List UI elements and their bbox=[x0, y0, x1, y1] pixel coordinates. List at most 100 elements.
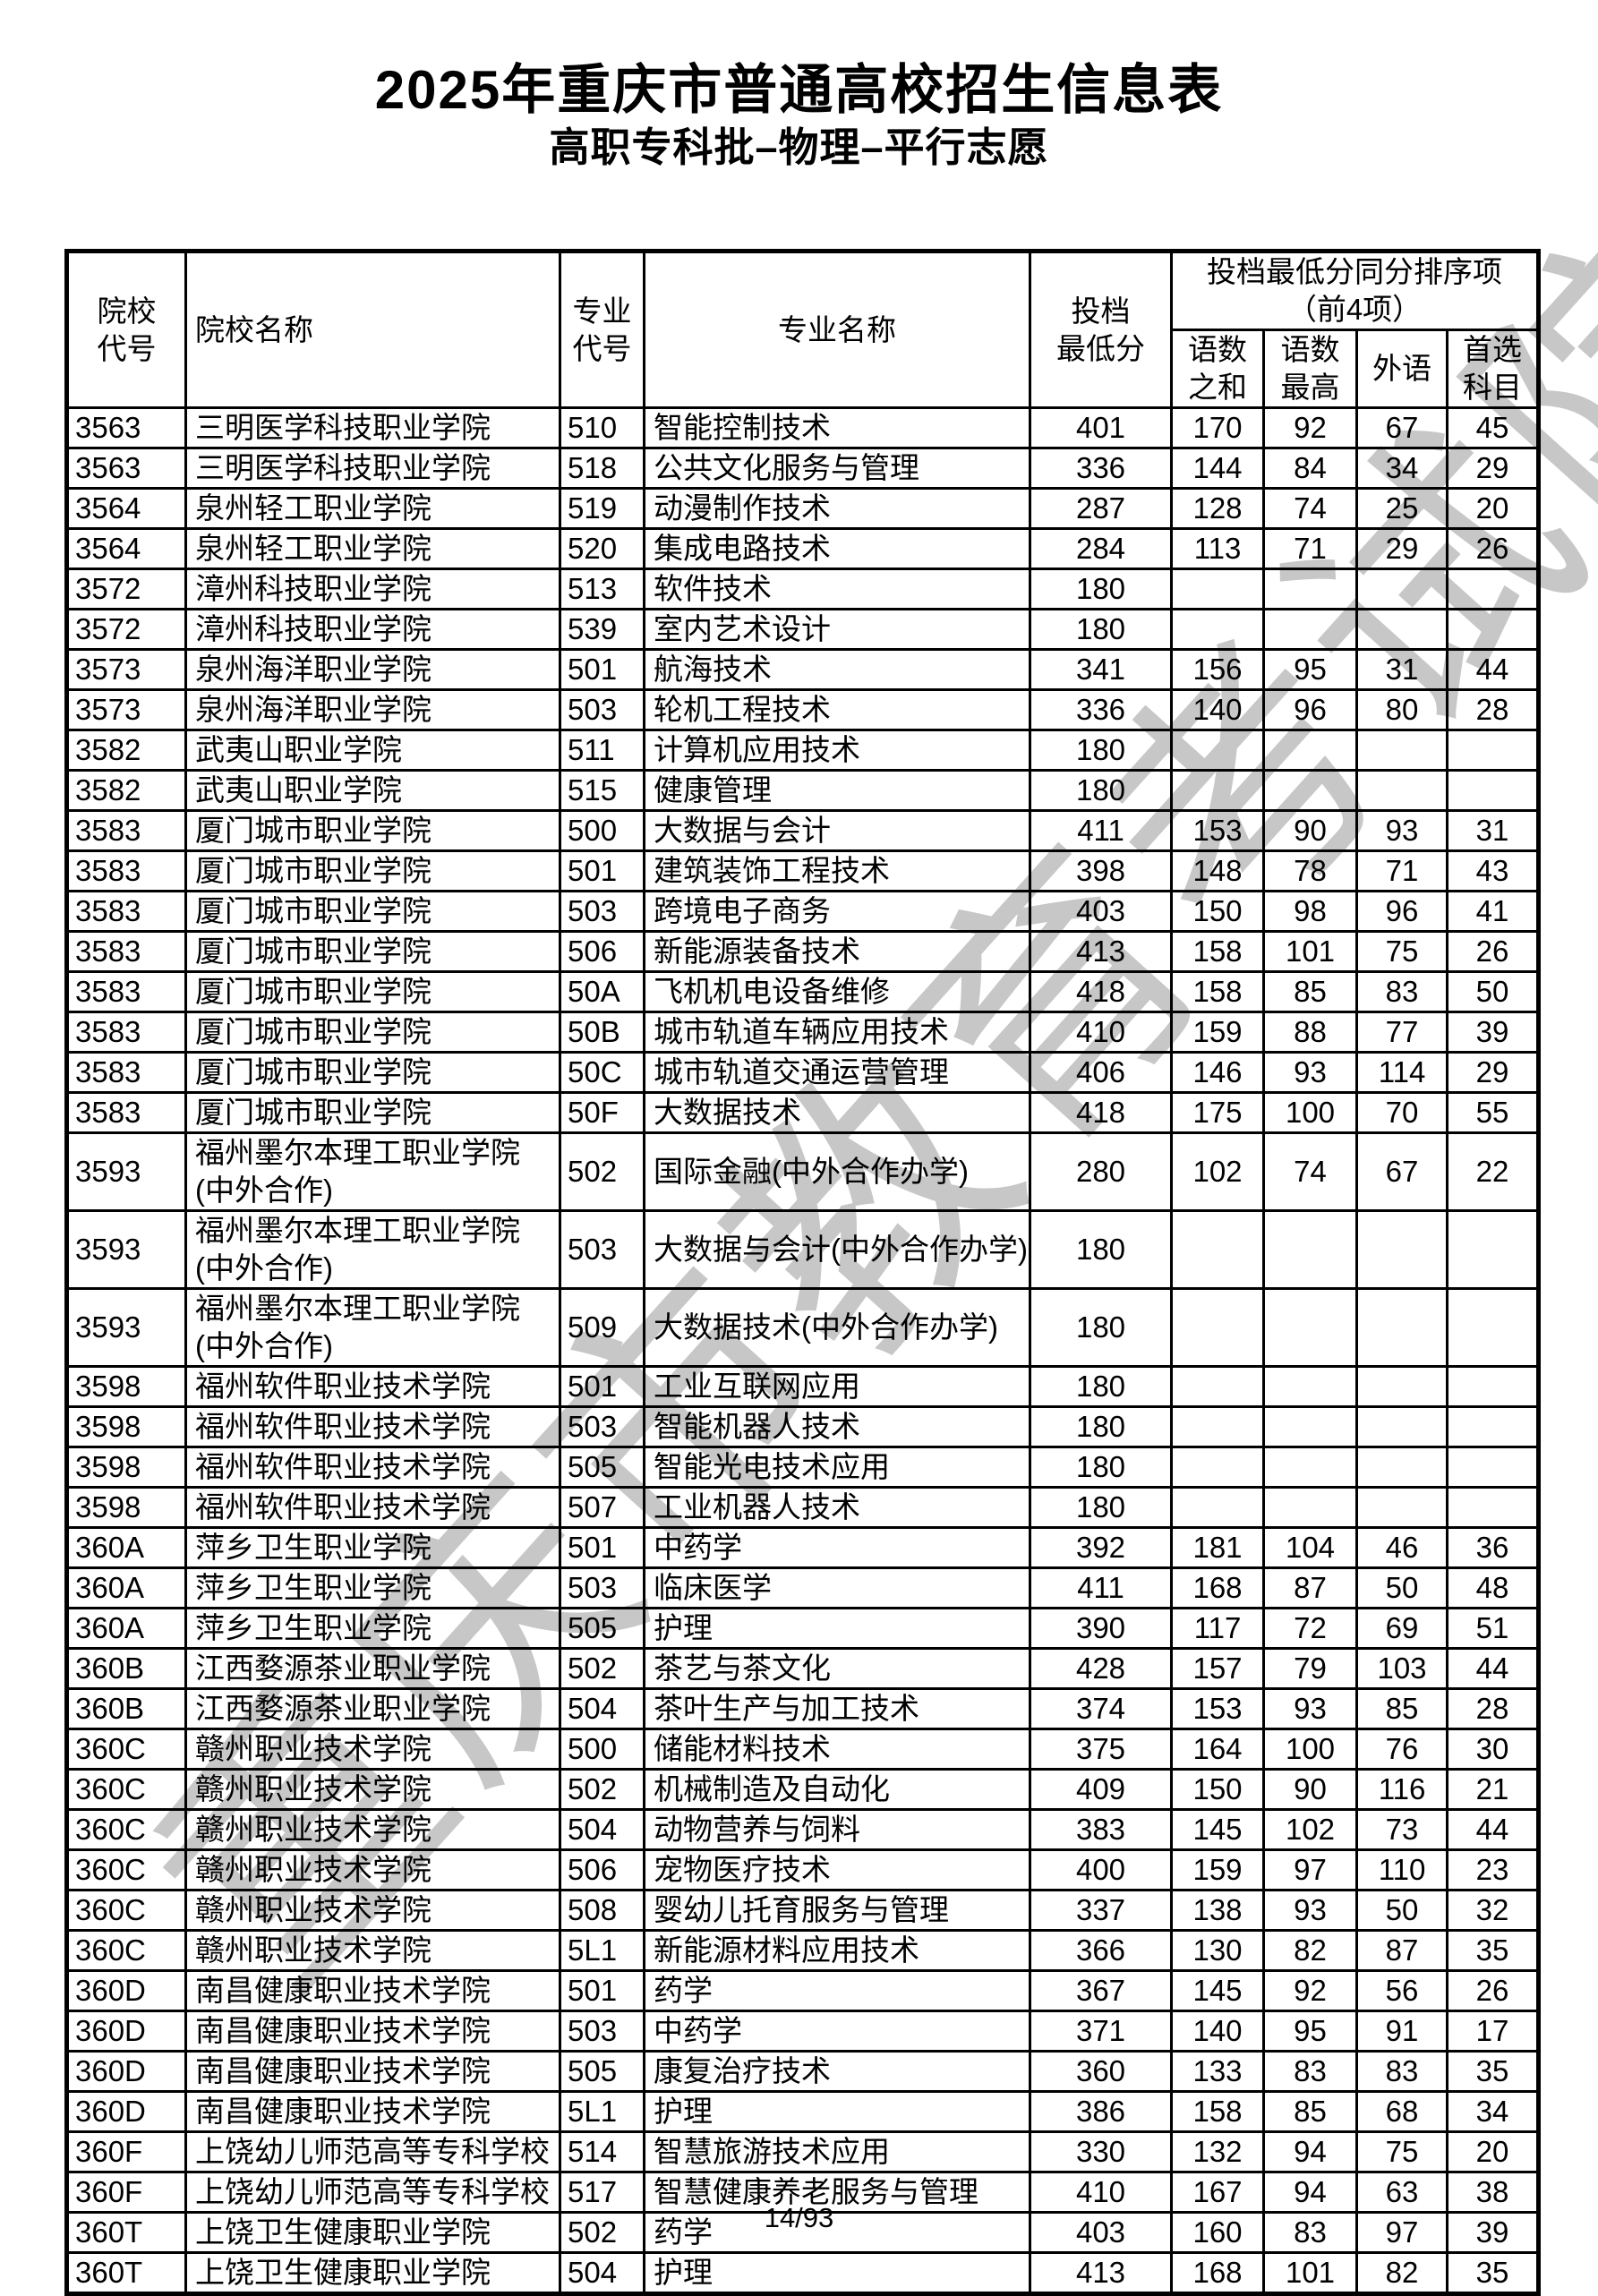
tiebreak-max-cell bbox=[1262, 1287, 1358, 1368]
college-name-cell: 厦门城市职业学院 bbox=[184, 849, 561, 892]
tiebreak-max-cell: 71 bbox=[1262, 527, 1358, 570]
college-code-cell: 360C bbox=[65, 1768, 187, 1811]
header-tiebreak-subject: 首选 科目 bbox=[1446, 329, 1540, 409]
table-row: 3583 厦门城市职业学院 501 建筑装饰工程技术 398 148 78 71… bbox=[65, 849, 1540, 892]
tiebreak-sum-cell bbox=[1170, 1486, 1265, 1529]
tiebreak-max-cell: 93 bbox=[1262, 1687, 1358, 1730]
college-code-cell: 3583 bbox=[65, 1051, 187, 1094]
major-code-cell: 50B bbox=[559, 1011, 645, 1054]
college-code-cell: 360C bbox=[65, 1808, 187, 1851]
major-code-cell: 503 bbox=[559, 2010, 645, 2053]
min-score-cell: 180 bbox=[1029, 1405, 1173, 1448]
college-name-cell: 武夷山职业学院 bbox=[184, 729, 561, 772]
college-name-cell: 武夷山职业学院 bbox=[184, 769, 561, 812]
min-score-cell: 336 bbox=[1029, 688, 1173, 731]
table-row: 3564 泉州轻工职业学院 520 集成电路技术 284 113 71 29 2… bbox=[65, 527, 1540, 570]
tiebreak-foreign-cell: 70 bbox=[1355, 1091, 1448, 1134]
tiebreak-sum-cell: 168 bbox=[1170, 2251, 1265, 2295]
college-code-cell: 360F bbox=[65, 2130, 187, 2173]
tiebreak-subject-cell: 29 bbox=[1446, 447, 1540, 490]
college-code-cell: 3583 bbox=[65, 970, 187, 1013]
tiebreak-max-cell bbox=[1262, 568, 1358, 610]
college-name-cell: 上饶幼儿师范高等专科学校 bbox=[184, 2130, 561, 2173]
major-code-cell: 504 bbox=[559, 1687, 645, 1730]
major-name-cell: 计算机应用技术 bbox=[643, 729, 1031, 772]
tiebreak-sum-cell: 167 bbox=[1170, 2171, 1265, 2214]
college-code-cell: 3572 bbox=[65, 608, 187, 651]
college-name-cell: 赣州职业技术学院 bbox=[184, 1768, 561, 1811]
major-code-cell: 501 bbox=[559, 1526, 645, 1569]
min-score-cell: 403 bbox=[1029, 890, 1173, 933]
major-name-cell: 新能源材料应用技术 bbox=[643, 1929, 1031, 1972]
tiebreak-foreign-cell: 69 bbox=[1355, 1607, 1448, 1650]
tiebreak-subject-cell: 35 bbox=[1446, 1929, 1540, 1972]
tiebreak-max-cell bbox=[1262, 729, 1358, 772]
major-name-cell: 临床医学 bbox=[643, 1566, 1031, 1609]
college-name-cell: 萍乡卫生职业学院 bbox=[184, 1607, 561, 1650]
tiebreak-max-cell bbox=[1262, 608, 1358, 651]
tiebreak-subject-cell bbox=[1446, 1287, 1540, 1368]
tiebreak-sum-cell: 140 bbox=[1170, 688, 1265, 731]
header-tiebreak-foreign: 外语 bbox=[1355, 329, 1448, 409]
table-row: 3593 福州墨尔本理工职业学院 (中外合作) 509 大数据技术(中外合作办学… bbox=[65, 1287, 1540, 1368]
tiebreak-subject-cell: 35 bbox=[1446, 2050, 1540, 2093]
header-tiebreak-sum: 语数 之和 bbox=[1170, 329, 1265, 409]
tiebreak-subject-cell: 32 bbox=[1446, 1889, 1540, 1932]
table-row: 3598 福州软件职业技术学院 505 智能光电技术应用 180 bbox=[65, 1446, 1540, 1489]
tiebreak-foreign-cell: 50 bbox=[1355, 1889, 1448, 1932]
major-name-cell: 大数据与会计(中外合作办学) bbox=[643, 1209, 1031, 1290]
tiebreak-max-cell: 84 bbox=[1262, 447, 1358, 490]
college-name-cell: 福州软件职业技术学院 bbox=[184, 1405, 561, 1448]
college-code-cell: 360T bbox=[65, 2211, 187, 2254]
tiebreak-max-cell: 93 bbox=[1262, 1051, 1358, 1094]
table-row: 360C 赣州职业技术学院 502 机械制造及自动化 409 150 90 11… bbox=[65, 1768, 1540, 1811]
table-row: 360T 上饶卫生健康职业学院 502 药学 403 160 83 97 39 bbox=[65, 2211, 1540, 2254]
tiebreak-subject-cell: 20 bbox=[1446, 487, 1540, 530]
table-row: 3598 福州软件职业技术学院 501 工业互联网应用 180 bbox=[65, 1365, 1540, 1408]
college-name-cell: 赣州职业技术学院 bbox=[184, 1728, 561, 1771]
college-code-cell: 3563 bbox=[65, 447, 187, 490]
table-row: 360T 上饶卫生健康职业学院 504 护理 413 168 101 82 35 bbox=[65, 2251, 1540, 2295]
tiebreak-foreign-cell: 82 bbox=[1355, 2251, 1448, 2295]
tiebreak-max-cell bbox=[1262, 769, 1358, 812]
min-score-cell: 374 bbox=[1029, 1687, 1173, 1730]
tiebreak-sum-cell: 146 bbox=[1170, 1051, 1265, 1094]
major-code-cell: 503 bbox=[559, 890, 645, 933]
tiebreak-sum-cell bbox=[1170, 1446, 1265, 1489]
min-score-cell: 180 bbox=[1029, 1365, 1173, 1408]
tiebreak-foreign-cell: 91 bbox=[1355, 2010, 1448, 2053]
tiebreak-subject-cell: 48 bbox=[1446, 1566, 1540, 1609]
college-code-cell: 3564 bbox=[65, 527, 187, 570]
min-score-cell: 428 bbox=[1029, 1647, 1173, 1690]
tiebreak-sum-cell: 102 bbox=[1170, 1131, 1265, 1212]
tiebreak-foreign-cell bbox=[1355, 1365, 1448, 1408]
tiebreak-subject-cell: 31 bbox=[1446, 809, 1540, 852]
tiebreak-subject-cell: 28 bbox=[1446, 688, 1540, 731]
tiebreak-sum-cell bbox=[1170, 608, 1265, 651]
college-code-cell: 3583 bbox=[65, 1011, 187, 1054]
header-min-score: 投档 最低分 bbox=[1029, 250, 1173, 409]
major-code-cell: 502 bbox=[559, 1131, 645, 1212]
tiebreak-foreign-cell: 93 bbox=[1355, 809, 1448, 852]
tiebreak-max-cell: 92 bbox=[1262, 406, 1358, 449]
tiebreak-foreign-cell: 75 bbox=[1355, 930, 1448, 973]
tiebreak-sum-cell: 170 bbox=[1170, 406, 1265, 449]
tiebreak-foreign-cell bbox=[1355, 1405, 1448, 1448]
tiebreak-sum-cell: 128 bbox=[1170, 487, 1265, 530]
major-code-cell: 520 bbox=[559, 527, 645, 570]
college-name-cell: 南昌健康职业技术学院 bbox=[184, 2050, 561, 2093]
major-name-cell: 茶艺与茶文化 bbox=[643, 1647, 1031, 1690]
header-major-code: 专业 代号 bbox=[559, 250, 645, 409]
major-name-cell: 新能源装备技术 bbox=[643, 930, 1031, 973]
min-score-cell: 180 bbox=[1029, 1446, 1173, 1489]
college-name-cell: 泉州海洋职业学院 bbox=[184, 688, 561, 731]
major-code-cell: 514 bbox=[559, 2130, 645, 2173]
min-score-cell: 418 bbox=[1029, 1091, 1173, 1134]
tiebreak-sum-cell: 158 bbox=[1170, 970, 1265, 1013]
major-name-cell: 护理 bbox=[643, 2090, 1031, 2133]
college-code-cell: 360D bbox=[65, 2090, 187, 2133]
major-name-cell: 国际金融(中外合作办学) bbox=[643, 1131, 1031, 1212]
table-row: 3583 厦门城市职业学院 50C 城市轨道交通运营管理 406 146 93 … bbox=[65, 1051, 1540, 1094]
college-code-cell: 3563 bbox=[65, 406, 187, 449]
